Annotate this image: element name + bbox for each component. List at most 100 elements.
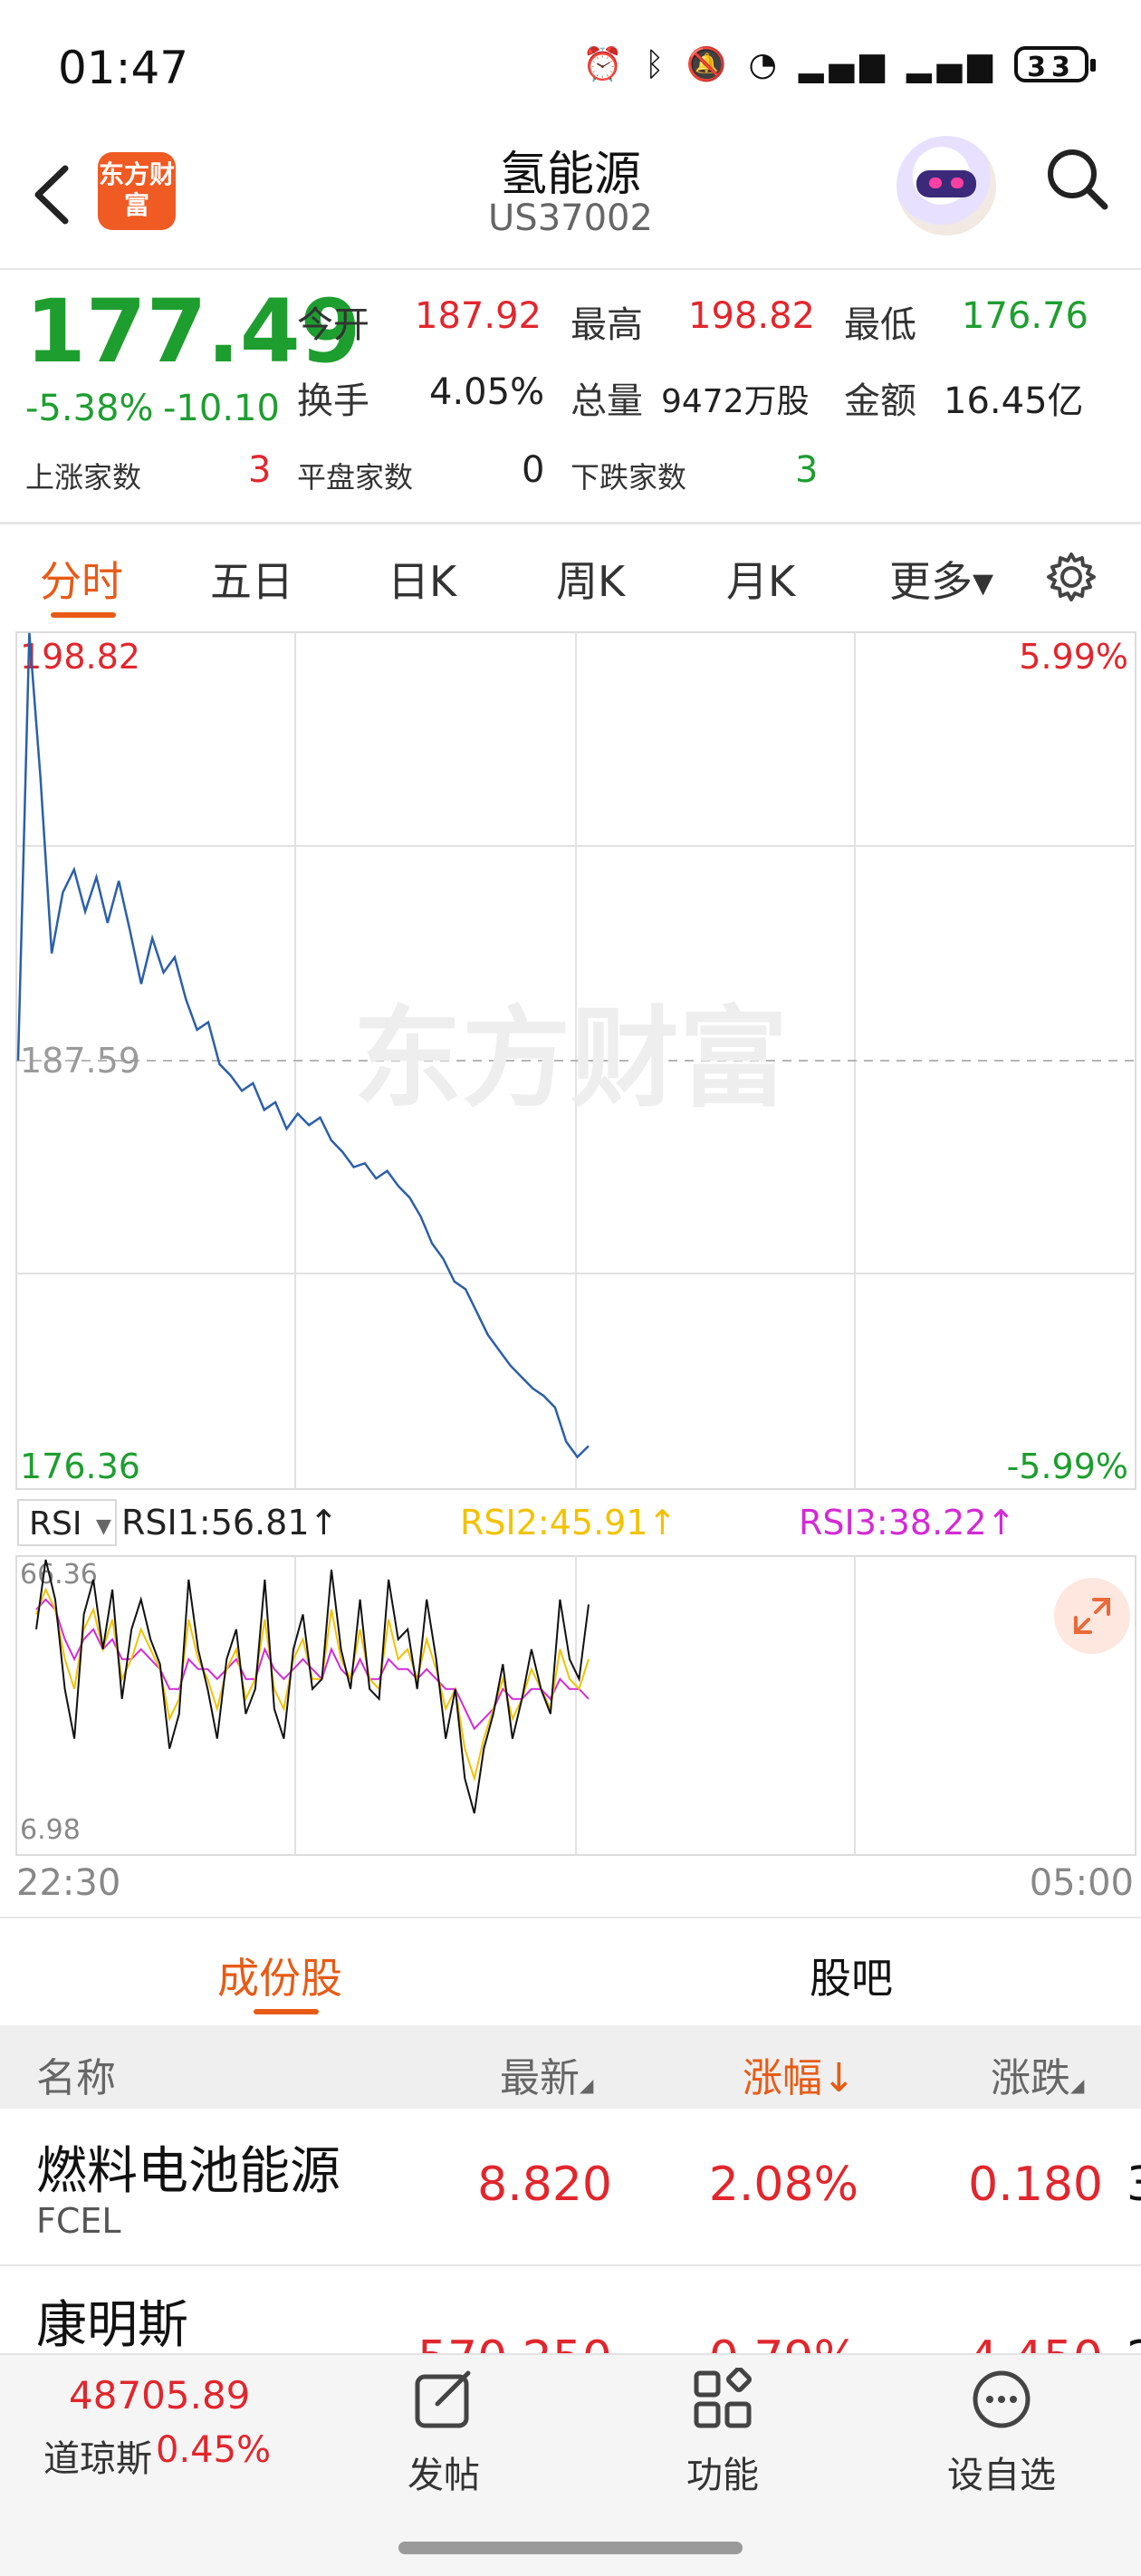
app-logo-text: 东方财富 (98, 159, 175, 220)
post-label: 发帖 (408, 2455, 480, 2496)
low-label: 最低 (844, 304, 916, 346)
open-label: 今开 (297, 304, 369, 346)
down-count-label: 下跌家数 (570, 460, 687, 495)
col-header-latest-label: 最新 (500, 2055, 580, 2101)
battery-icon: 33 (1014, 46, 1096, 83)
tab-forum[interactable]: 股吧 (810, 1954, 893, 2003)
tab-intraday[interactable]: 分时 (40, 557, 123, 606)
col-header-latest[interactable]: 最新◢ (500, 2045, 593, 2103)
price-axis-mid: 187.59 (20, 1041, 140, 1081)
sort-icon: ◢ (580, 2074, 594, 2096)
stock-latest: 8.820 (477, 2158, 612, 2212)
edit-icon (415, 2370, 471, 2428)
sort-icon: ◢ (1070, 2074, 1085, 2096)
amount-value: 16.45亿 (944, 380, 1084, 422)
up-count: 3 (248, 449, 272, 491)
rsi-select-label: RSI (29, 1505, 82, 1543)
signal-5a-icon: ▂▄▆ (906, 45, 998, 83)
stock-change-pct: 2.08% (708, 2158, 858, 2212)
rsi-select[interactable] (17, 1499, 117, 1546)
rsi-axis-max: 66.36 (20, 1559, 98, 1591)
tab-more[interactable]: 更多▾ (889, 557, 994, 606)
stock-change-pct: 0.79% (709, 2331, 858, 2353)
amount-label: 金额 (844, 380, 916, 422)
grid-icon (694, 2368, 752, 2428)
tab-components[interactable]: 成份股 (217, 1954, 342, 2003)
price-series-line (16, 632, 590, 1459)
stock-name: 康明斯 (36, 2296, 188, 2353)
add-watchlist-label: 设自选 (947, 2455, 1056, 2496)
app-logo[interactable]: 东方财富 (98, 152, 176, 230)
pct-axis-max: 5.99% (1019, 637, 1128, 677)
divider (0, 2264, 1141, 2266)
bluetooth-icon: ᛒ (645, 45, 670, 83)
index-ticker[interactable]: 48705.89 道琼斯 0.45% (18, 2366, 290, 2493)
page-title: 氢能源 (499, 148, 641, 202)
flat-count-label: 平盘家数 (297, 460, 414, 495)
pct-axis-min: -5.99% (1007, 1447, 1128, 1486)
high-label: 最高 (570, 304, 643, 346)
search-button[interactable] (1041, 143, 1114, 216)
assistant-avatar-icon[interactable] (896, 136, 996, 235)
tab-daily-k[interactable]: 日K (388, 557, 457, 606)
rsi2-legend: RSI2:45.91↑ (460, 1503, 676, 1543)
chevron-down-icon: ▼ (96, 1515, 111, 1538)
watermark: 东方财富 (353, 996, 788, 1122)
change-amount: -10.10 (163, 388, 280, 429)
home-indicator[interactable] (398, 2542, 743, 2554)
index-name: 道琼斯 (43, 2438, 152, 2480)
stock-name: 燃料电池能源 (36, 2142, 340, 2201)
table-row[interactable]: 康明斯 570.250 0.79% 4.450 2 (0, 2266, 1141, 2353)
index-value: 48705.89 (69, 2373, 251, 2417)
chart-settings-button[interactable] (1043, 549, 1099, 605)
rsi1-legend: RSI1:56.81↑ (121, 1503, 338, 1543)
turnover-value: 4.05% (429, 371, 545, 413)
functions-label: 功能 (686, 2455, 759, 2496)
col-header-change-pct[interactable]: 涨幅↓ (743, 2055, 856, 2101)
more-dots-icon (973, 2370, 1031, 2428)
time-axis-end: 05:00 (1030, 1862, 1134, 1902)
col-header-name[interactable]: 名称 (36, 2055, 116, 2101)
back-button[interactable] (27, 154, 82, 235)
time-axis-start: 22:30 (16, 1862, 120, 1902)
index-pct: 0.45% (156, 2429, 272, 2471)
gear-icon (1047, 553, 1096, 601)
active-tab-indicator (51, 612, 116, 618)
stock-change: 4.450 (968, 2331, 1103, 2353)
table-header (0, 2025, 1141, 2109)
chart-area[interactable]: 东方财富 198.82 187.59 176.36 5.99% -5.99% R… (0, 625, 1141, 1902)
change-percent: -5.38% (25, 388, 154, 429)
rsi1-line (35, 1559, 590, 1814)
active-subtab-indicator (254, 2009, 319, 2014)
rsi3-legend: RSI3:38.22↑ (799, 1503, 1015, 1543)
functions-button[interactable]: 功能 (632, 2368, 813, 2504)
price-axis-min: 176.36 (20, 1447, 140, 1486)
status-time: 01:47 (58, 42, 189, 94)
divider (0, 522, 1141, 524)
tab-monthly-k[interactable]: 月K (726, 557, 796, 606)
col-header-change-label: 涨跌 (991, 2055, 1070, 2101)
status-icons: ⏰ ᛒ 🔕 ◔ ▂▄▆ ▂▄▆ 33 (582, 45, 1096, 83)
price-axis-max: 198.82 (20, 637, 140, 677)
stock-latest: 570.250 (417, 2331, 612, 2353)
stock-extra: 3 (1127, 2158, 1141, 2212)
wifi-icon: ◔ (748, 45, 782, 83)
post-button[interactable]: 发帖 (353, 2368, 534, 2504)
turnover-label: 换手 (297, 380, 369, 422)
expand-icon (1074, 1598, 1110, 1634)
alarm-icon: ⏰ (582, 46, 629, 83)
tab-weekly-k[interactable]: 周K (556, 557, 626, 606)
table-row[interactable]: 燃料电池能源 FCEL 8.820 2.08% 0.180 3 (0, 2110, 1141, 2264)
stock-code: FCEL (36, 2201, 121, 2241)
expand-chart-button[interactable] (1054, 1578, 1130, 1654)
add-watchlist-button[interactable]: 设自选 (911, 2368, 1092, 2504)
down-count: 3 (795, 449, 819, 491)
col-header-change[interactable]: 涨跌◢ (991, 2045, 1084, 2103)
volume-label: 总量 (570, 380, 643, 422)
rsi-axis-min: 6.98 (20, 1814, 81, 1846)
stock-change: 0.180 (968, 2158, 1103, 2212)
back-arrow-icon (34, 165, 69, 225)
tab-five-day[interactable]: 五日 (210, 557, 293, 606)
current-price: 177.49 (25, 281, 361, 382)
mute-icon: 🔕 (686, 46, 733, 83)
